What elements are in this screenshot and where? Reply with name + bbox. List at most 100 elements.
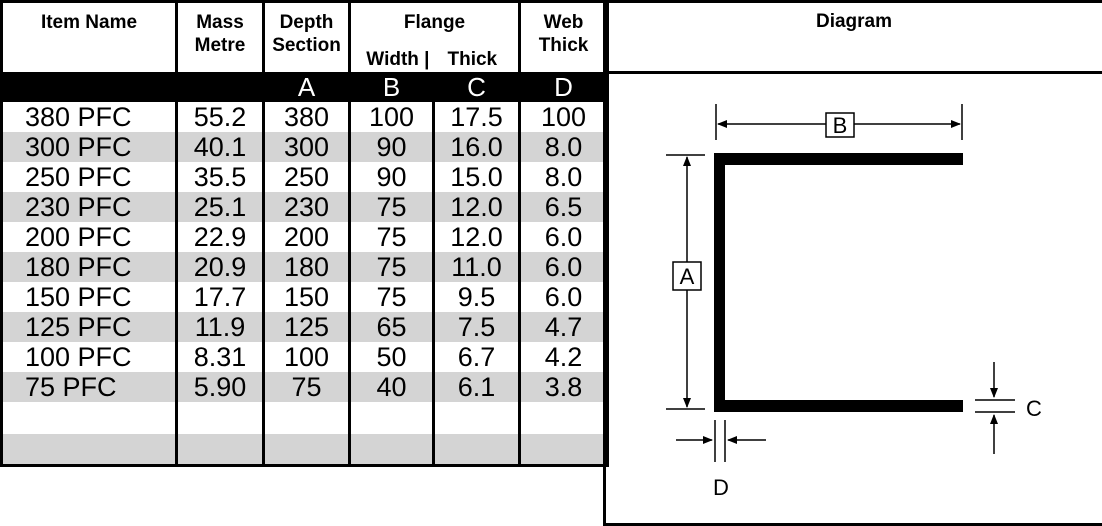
table-row: 150 PFC 17.7 150 75 9.5 6.0 — [0, 281, 610, 312]
table-row: 250 PFC 35.5 250 90 15.0 8.0 — [0, 161, 610, 192]
cell-item-name: 180 PFC — [0, 251, 178, 282]
table-row: 180 PFC 20.9 180 75 11.0 6.0 — [0, 251, 610, 282]
table-row — [0, 433, 610, 467]
cell-mass: 22.9 — [175, 221, 265, 252]
cell-depth: 125 — [262, 311, 351, 342]
header-depth-section: Depth Section — [262, 0, 351, 72]
cell-flange-width: 75 — [348, 281, 435, 312]
table-row: 230 PFC 25.1 230 75 12.0 6.5 — [0, 191, 610, 222]
cell-flange-thick: 15.0 — [431, 161, 522, 192]
cell-depth: 150 — [262, 281, 351, 312]
cell-mass: 8.31 — [175, 341, 265, 372]
table-row: 380 PFC 55.2 380 100 17.5 100 — [0, 101, 610, 132]
diagram-title: Diagram — [815, 11, 893, 32]
cell-flange-thick: 17.5 — [431, 101, 522, 132]
channel-web — [714, 153, 725, 411]
cell-flange-width: 90 — [348, 161, 435, 192]
dim-a-label-box — [672, 261, 702, 291]
cell-item-name: 230 PFC — [0, 191, 178, 222]
header-flange-width: Width | — [348, 47, 434, 72]
cell-web-thick: 4.7 — [518, 311, 610, 342]
cell-mass: 40.1 — [175, 131, 265, 162]
cell-depth: 380 — [262, 101, 351, 132]
dim-a-label: A — [680, 264, 695, 289]
cell-item-name: 150 PFC — [0, 281, 178, 312]
channel-bottom-flange — [714, 400, 963, 412]
cell-mass: 17.7 — [175, 281, 265, 312]
dim-d-label: D — [713, 475, 729, 500]
cell-web-thick: 6.0 — [518, 281, 610, 312]
cell-web-thick — [518, 433, 610, 467]
letter-d: D — [518, 71, 610, 102]
cell-mass: 11.9 — [175, 311, 265, 342]
cell-depth: 75 — [262, 371, 351, 402]
cell-flange-thick — [431, 401, 522, 434]
cell-flange-thick: 6.7 — [431, 341, 522, 372]
cell-mass: 20.9 — [175, 251, 265, 282]
header-item-name: Item Name — [0, 0, 178, 72]
dim-c-label: C — [1026, 396, 1042, 421]
cell-flange-width: 90 — [348, 131, 435, 162]
cell-flange-width: 100 — [348, 101, 435, 132]
header-flange-thick: Thick — [433, 47, 522, 72]
cell-depth: 200 — [262, 221, 351, 252]
channel-top-flange — [714, 153, 963, 165]
cell-mass: 55.2 — [175, 101, 265, 132]
cell-mass — [175, 433, 265, 467]
cell-web-thick: 100 — [518, 101, 610, 132]
dim-b-label: B — [833, 113, 848, 138]
cell-depth — [262, 401, 351, 434]
cell-flange-width: 65 — [348, 311, 435, 342]
cell-web-thick: 3.8 — [518, 371, 610, 402]
letter-blank-2 — [175, 71, 265, 102]
cell-item-name: 250 PFC — [0, 161, 178, 192]
table-row — [0, 401, 610, 434]
cell-depth — [262, 433, 351, 467]
table-row: 300 PFC 40.1 300 90 16.0 8.0 — [0, 131, 610, 162]
cell-item-name — [0, 401, 178, 434]
cell-flange-thick — [431, 433, 522, 467]
letter-c: C — [431, 71, 522, 102]
diagram-header-rule — [606, 71, 1102, 74]
cell-depth: 180 — [262, 251, 351, 282]
cell-mass — [175, 401, 265, 434]
table-row: 100 PFC 8.31 100 50 6.7 4.2 — [0, 341, 610, 372]
cell-web-thick: 8.0 — [518, 131, 610, 162]
table-row: 75 PFC 5.90 75 40 6.1 3.8 — [0, 371, 610, 402]
cell-web-thick: 4.2 — [518, 341, 610, 372]
cell-mass: 5.90 — [175, 371, 265, 402]
cell-item-name: 300 PFC — [0, 131, 178, 162]
cell-flange-width: 75 — [348, 221, 435, 252]
dim-b-label-box — [825, 112, 855, 138]
cell-flange-thick: 11.0 — [431, 251, 522, 282]
cell-flange-thick: 6.1 — [431, 371, 522, 402]
cell-flange-width: 40 — [348, 371, 435, 402]
cell-web-thick — [518, 401, 610, 434]
cell-mass: 25.1 — [175, 191, 265, 222]
cell-flange-width: 75 — [348, 191, 435, 222]
cell-web-thick: 6.0 — [518, 251, 610, 282]
cell-flange-width — [348, 433, 435, 467]
table-row: 125 PFC 11.9 125 65 7.5 4.7 — [0, 311, 610, 342]
cell-item-name: 380 PFC — [0, 101, 178, 132]
cell-item-name: 75 PFC — [0, 371, 178, 402]
header-flange: Flange — [347, 0, 522, 48]
table-row: 200 PFC 22.9 200 75 12.0 6.0 — [0, 221, 610, 252]
cell-flange-thick: 12.0 — [431, 221, 522, 252]
cell-flange-thick: 16.0 — [431, 131, 522, 162]
letter-a: A — [262, 71, 351, 102]
cell-flange-thick: 7.5 — [431, 311, 522, 342]
letter-blank-1 — [0, 71, 178, 102]
cell-flange-width — [348, 401, 435, 434]
cell-item-name — [0, 433, 178, 467]
cell-mass: 35.5 — [175, 161, 265, 192]
cell-depth: 230 — [262, 191, 351, 222]
cell-web-thick: 8.0 — [518, 161, 610, 192]
header-web-thick: Web Thick — [518, 0, 610, 72]
cell-depth: 250 — [262, 161, 351, 192]
cell-depth: 100 — [262, 341, 351, 372]
cell-item-name: 100 PFC — [0, 341, 178, 372]
cell-item-name: 125 PFC — [0, 311, 178, 342]
